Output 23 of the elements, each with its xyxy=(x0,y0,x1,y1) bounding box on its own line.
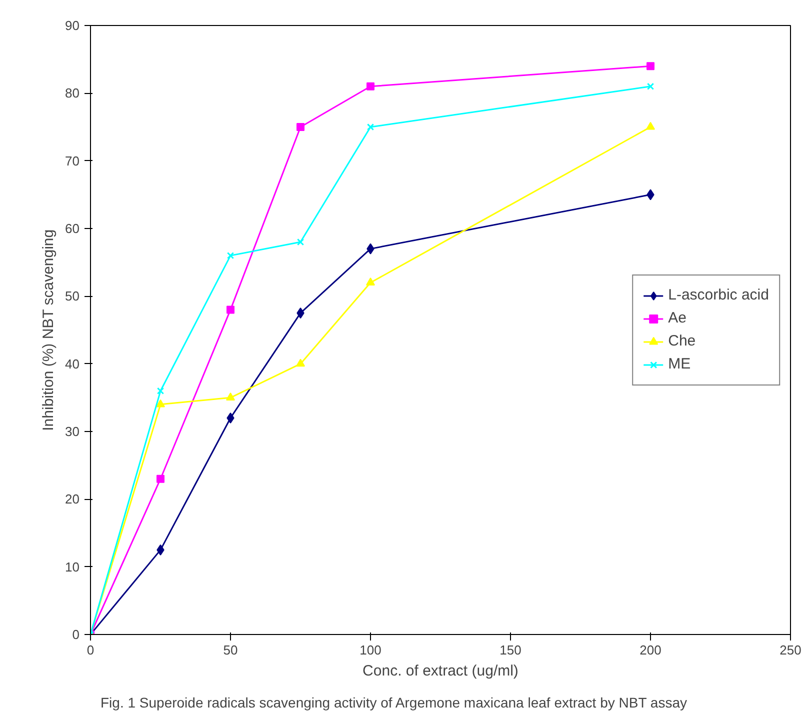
x-tick-label: 100 xyxy=(360,642,382,658)
x-tick-label: 250 xyxy=(780,642,802,658)
x-axis-title: Conc. of extract (ug/ml) xyxy=(362,662,518,680)
x-tick-label: 0 xyxy=(86,642,94,658)
y-tick-label: 0 xyxy=(72,627,80,642)
y-tick-label: 60 xyxy=(65,221,80,236)
caption: Fig. 1 Superoide radicals scavenging activity of Argemone maxicana leaf extract by NBT assay xyxy=(100,694,687,710)
y-tick-label: 90 xyxy=(65,18,80,33)
y-tick-label: 10 xyxy=(65,559,80,574)
x-tick-label: 200 xyxy=(640,642,662,658)
legend-label: Ae xyxy=(668,310,688,326)
y-tick-label: 80 xyxy=(65,86,80,101)
legend-label: ME xyxy=(668,356,691,372)
legend-label: Che xyxy=(668,332,696,350)
y-tick-label: 70 xyxy=(65,153,80,168)
y-axis-title: Inhibition (%) NBT scavenging xyxy=(40,229,58,431)
y-tick-label: 50 xyxy=(65,288,80,304)
y-tick-label: 30 xyxy=(65,424,80,439)
y-tick-label: 40 xyxy=(65,356,80,372)
x-tick-label: 50 xyxy=(223,642,238,658)
y-tick-label: 20 xyxy=(65,492,80,507)
legend-label: L-ascorbic acid xyxy=(668,286,769,304)
x-tick-label: 150 xyxy=(500,642,522,658)
